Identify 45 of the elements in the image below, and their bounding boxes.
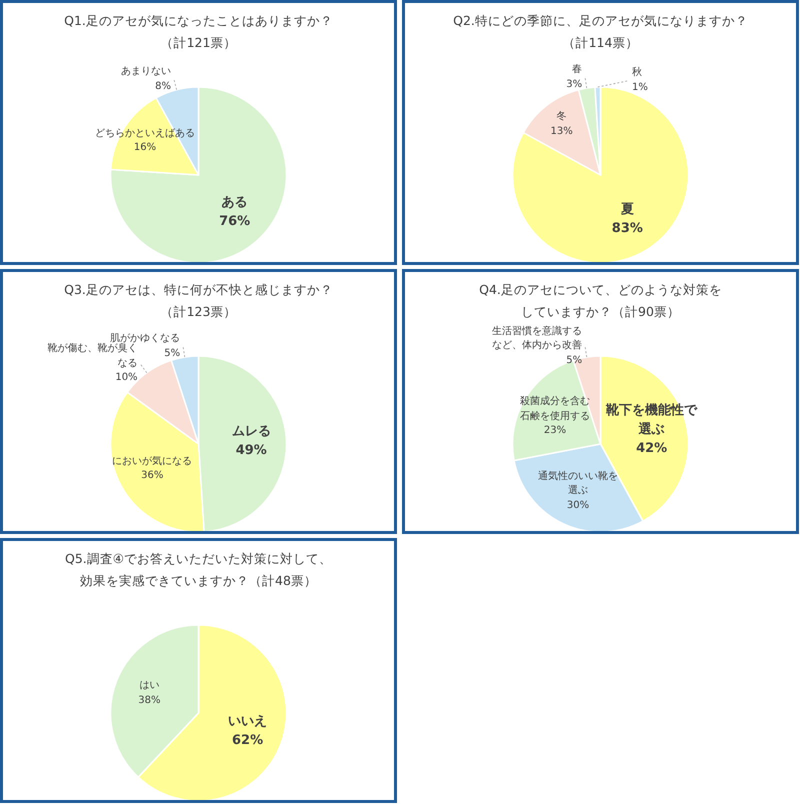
slice-label: 秋 bbox=[632, 66, 643, 80]
data-label: 5% bbox=[565, 354, 582, 368]
slice-label: 冬 bbox=[556, 110, 568, 124]
slice-label: ムレる bbox=[230, 423, 272, 442]
data-label: 16% bbox=[132, 141, 158, 156]
data-label: 10% bbox=[114, 371, 138, 386]
data-label: 38% bbox=[137, 694, 162, 708]
data-label: 30% bbox=[566, 498, 590, 513]
slice-label: 春 bbox=[571, 63, 582, 78]
data-label: 83% bbox=[610, 220, 644, 238]
data-label: 76% bbox=[218, 213, 252, 232]
data-label: 5% bbox=[164, 348, 180, 359]
chart-subtitle: （計123票） bbox=[160, 304, 236, 319]
chart-subtitle: （計114票） bbox=[562, 35, 638, 50]
slice-label: 肌がかゆくなる bbox=[110, 332, 180, 344]
data-label: 3% bbox=[565, 78, 582, 92]
data-label: 1% bbox=[632, 80, 649, 95]
data-label: 23% bbox=[542, 424, 568, 438]
pie-slice bbox=[522, 89, 602, 176]
data-label: 13% bbox=[550, 124, 574, 139]
slice-label: 殺菌成分を含む石鹸を使用する bbox=[519, 395, 592, 424]
slice-label: においが気になる bbox=[111, 454, 194, 469]
slice-label: いいえ bbox=[227, 713, 268, 732]
slice-label: 靴が傷む、靴が臭くなる bbox=[46, 342, 138, 371]
slice-label: はい bbox=[138, 679, 160, 694]
chart-subtitle: 効果を実感できていますか？（計48票） bbox=[80, 573, 317, 588]
data-label: 36% bbox=[140, 469, 164, 484]
chart-title: Q3.足のアセは、特に何が不快と感じますか？ bbox=[64, 282, 333, 297]
data-label: 8% bbox=[154, 80, 171, 94]
chart-title: Q2.特にどの季節に、足のアセが気になりますか？ bbox=[453, 13, 748, 28]
chart-title: Q4.足のアセについて、どのような対策を bbox=[479, 282, 722, 297]
slice-label: 生活習慣を意識するなど、体内から改善 bbox=[491, 324, 582, 354]
data-label: 62% bbox=[231, 732, 264, 750]
slice-label: どちらかといえばある bbox=[94, 126, 196, 141]
slice-label: 夏 bbox=[620, 201, 635, 220]
slice-label: ある bbox=[220, 194, 249, 212]
chart-subtitle: していますか？（計90票） bbox=[521, 304, 680, 319]
slice-label: 通気性のいい靴を選ぶ bbox=[537, 470, 620, 498]
chart-title: Q1.足のアセが気になったことはありますか？ bbox=[64, 13, 333, 28]
slice-label: 靴下を機能性で選ぶ bbox=[604, 402, 698, 440]
chart-subtitle: （計121票） bbox=[160, 35, 236, 50]
chart-title: Q5.調査④でお答えいただいた対策に対して、 bbox=[65, 551, 332, 566]
slice-label: あまりない bbox=[120, 65, 171, 80]
data-label: 42% bbox=[635, 440, 668, 458]
data-label: 49% bbox=[234, 442, 268, 460]
